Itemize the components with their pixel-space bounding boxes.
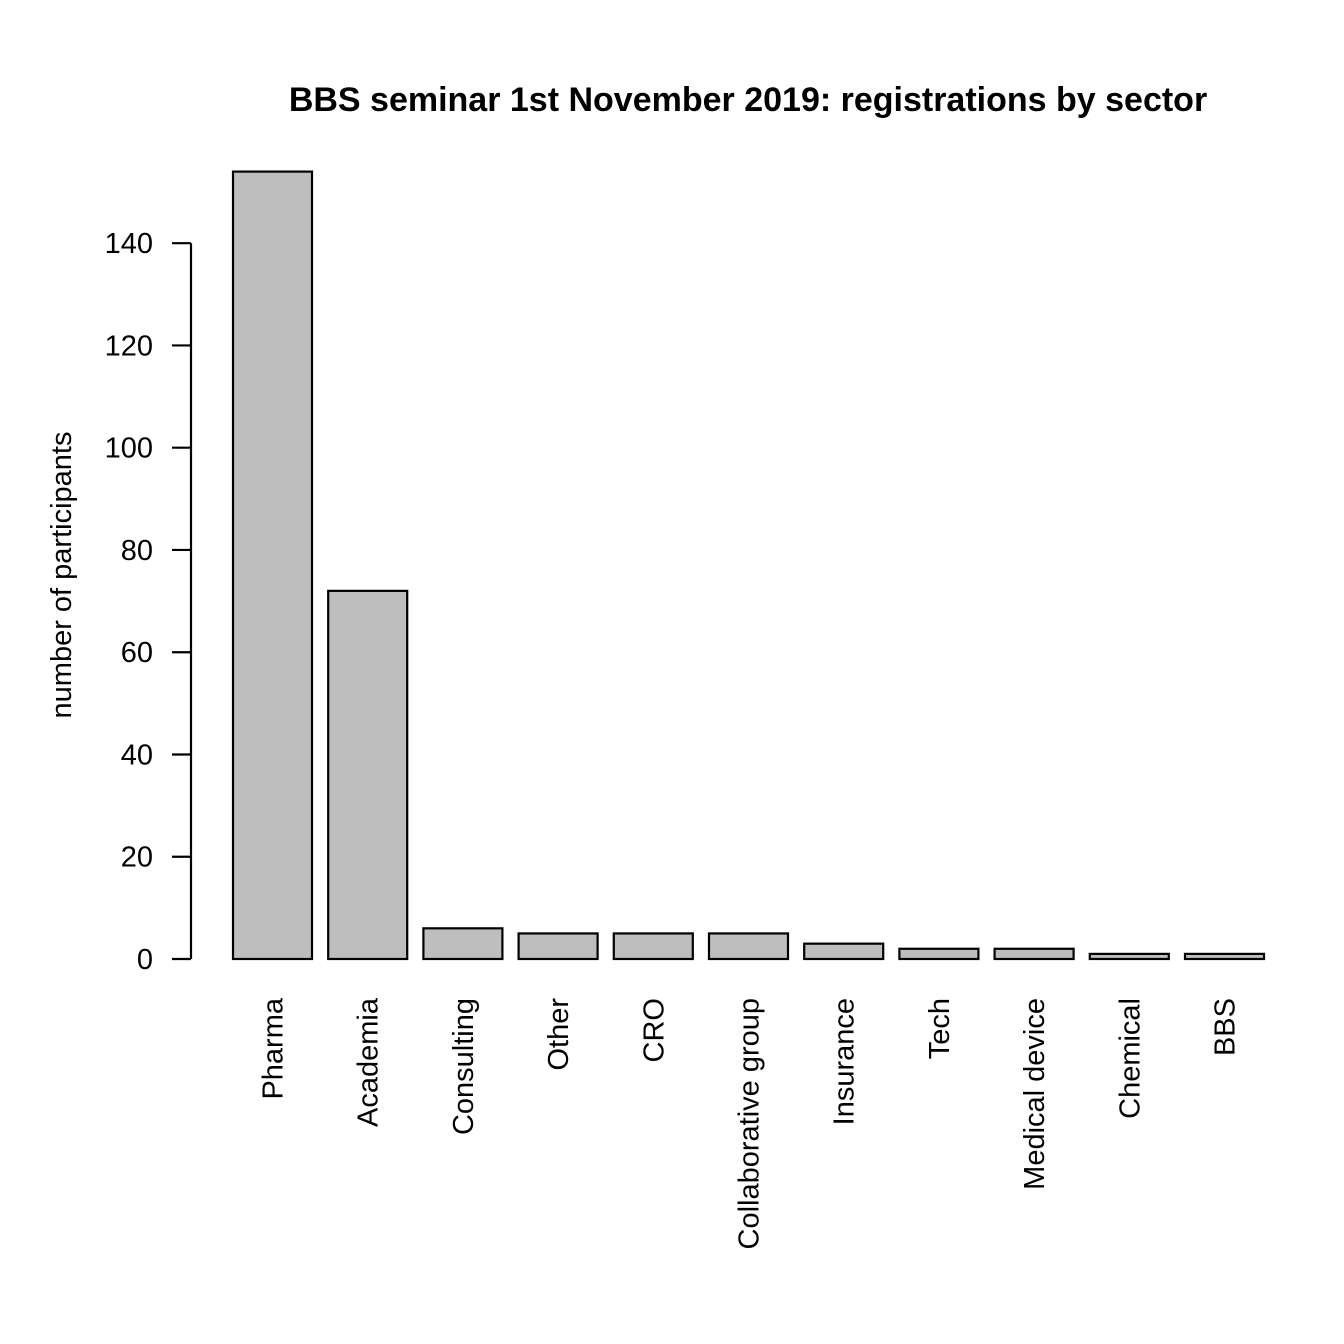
x-category-label: Medical device xyxy=(1019,998,1051,1190)
bar-collaborative-group xyxy=(707,932,790,961)
bar-insurance xyxy=(803,942,885,961)
y-tick-label: 20 xyxy=(121,842,153,874)
x-category-label: Pharma xyxy=(258,997,290,1099)
y-tick-label: 100 xyxy=(105,433,153,465)
y-tick-label: 120 xyxy=(105,330,153,362)
y-tick-label: 80 xyxy=(121,535,153,567)
y-tick-label: 40 xyxy=(121,739,153,771)
y-axis: 0 20 40 60 80 100 120 140 xyxy=(105,228,193,976)
bar-medical-device xyxy=(993,947,1075,961)
x-category-label: Academia xyxy=(353,997,385,1127)
y-tick-label: 60 xyxy=(121,637,153,669)
bar-chemical xyxy=(1088,952,1170,961)
x-category-label: Tech xyxy=(924,998,956,1059)
bar-pharma xyxy=(231,170,314,961)
x-category-label: CRO xyxy=(638,998,670,1062)
y-tick-label: 140 xyxy=(105,228,153,260)
y-tick-label: 0 xyxy=(137,944,153,976)
chart-title: BBS seminar 1st November 2019: registrat… xyxy=(289,81,1207,119)
x-category-label: Insurance xyxy=(829,998,861,1125)
bar-bbs xyxy=(1183,952,1266,961)
bar-other xyxy=(517,932,599,961)
x-category-label: Chemical xyxy=(1114,998,1146,1119)
bar-consulting xyxy=(422,927,504,961)
x-category-label: Collaborative group xyxy=(734,998,766,1249)
category-labels: Pharma Academia Consulting Other CRO Collabor… xyxy=(258,997,1242,1249)
y-axis-label: number of participants xyxy=(46,432,78,719)
bar-academia xyxy=(327,589,409,961)
x-category-label: BBS xyxy=(1210,998,1242,1056)
bars-group xyxy=(231,170,1266,961)
bar-tech xyxy=(898,947,980,961)
bar-cro xyxy=(612,932,694,961)
x-category-label: Consulting xyxy=(448,998,480,1135)
x-category-label: Other xyxy=(543,998,575,1071)
